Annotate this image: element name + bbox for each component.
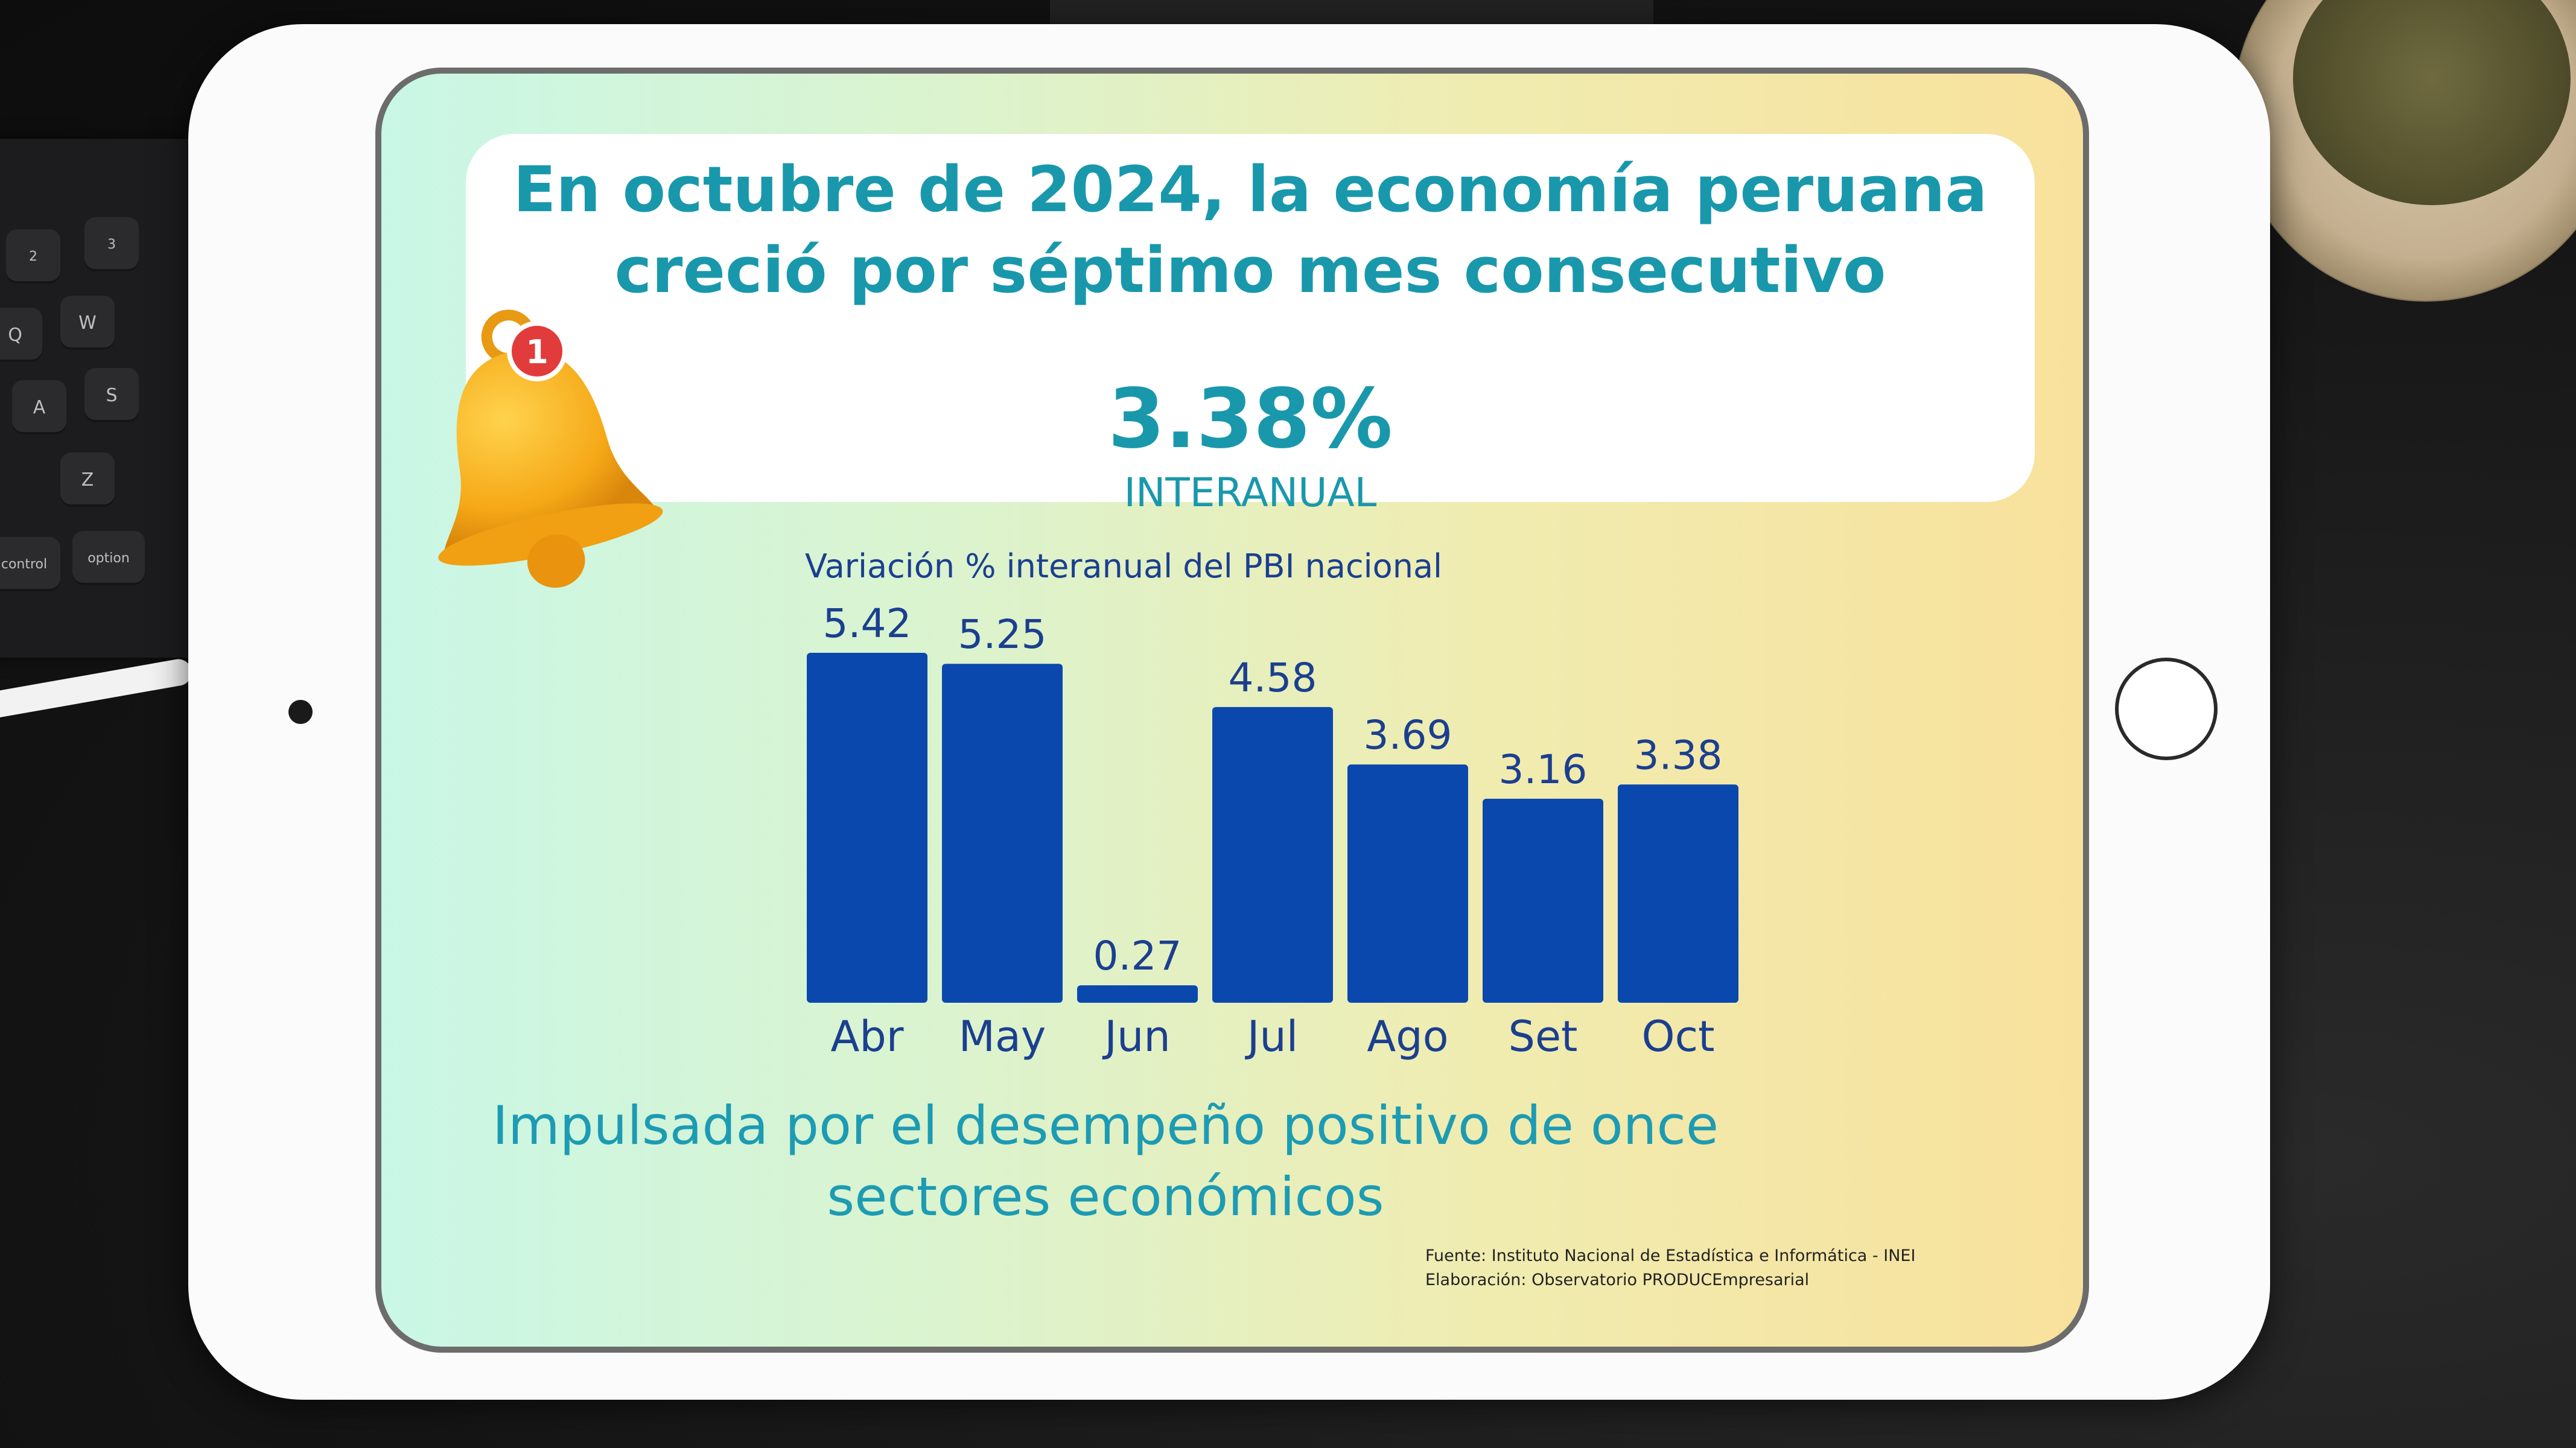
summary-line-2: sectores económicos [827, 1166, 1384, 1228]
credit-line: Elaboración: Observatorio PRODUCEmpresar… [1425, 1271, 1810, 1289]
notification-badge-count: 1 [526, 333, 549, 371]
category-label-jul: Jul [1245, 1012, 1298, 1061]
headline-value: 3.38% [1108, 372, 1393, 467]
key-q: Q [0, 308, 42, 362]
key-a: A [12, 380, 66, 434]
camera-icon [288, 700, 313, 724]
notification-badge [507, 321, 567, 381]
headline-line-2: creció por séptimo mes consecutivo [614, 233, 1886, 307]
home-button[interactable] [2115, 658, 2218, 760]
summary-line-1: Impulsada por el desempeño positivo de o… [492, 1094, 1719, 1157]
key-2: 2 [6, 229, 60, 284]
tablet-screen: En octubre de 2024, la economía peruana … [375, 68, 2089, 1353]
bar-jun [1077, 985, 1198, 1003]
bar-may [942, 664, 1063, 1003]
source-line: Fuente: Instituto Nacional de Estadístic… [1425, 1246, 1916, 1265]
key-z: Z [60, 453, 115, 507]
cactus-plant [2293, 0, 2571, 205]
summary-text: Impulsada por el desempeño positivo de o… [381, 1090, 1830, 1233]
headline-title: En octubre de 2024, la economía peruana … [466, 149, 2035, 311]
chart-title: Variación % interanual del PBI nacional [804, 547, 1443, 585]
value-label-jun: 0.27 [1093, 933, 1182, 979]
headline-card: En octubre de 2024, la economía peruana … [466, 134, 2035, 514]
value-label-ago: 3.69 [1364, 712, 1452, 758]
bar-ago [1347, 764, 1468, 1003]
headline-line-1: En octubre de 2024, la economía peruana [513, 153, 1988, 226]
source-note: Fuente: Instituto Nacional de Estadístic… [1425, 1244, 1915, 1292]
key-3: 3 [84, 217, 139, 272]
category-label-may: May [959, 1012, 1046, 1061]
category-label-jun: Jun [1102, 1012, 1170, 1061]
key-w: W [60, 296, 115, 350]
category-label-oct: Oct [1641, 1012, 1714, 1061]
value-label-may: 5.25 [958, 611, 1047, 658]
key-control: control [0, 537, 60, 591]
value-label-jul: 4.58 [1229, 655, 1317, 701]
category-label-abr: Abr [830, 1012, 903, 1061]
value-label-set: 3.16 [1499, 746, 1588, 793]
category-label-ago: Ago [1367, 1012, 1448, 1061]
category-label-set: Set [1509, 1012, 1578, 1061]
bar-set [1483, 798, 1603, 1003]
notification-bell-icon: 1 [438, 310, 663, 588]
bar-oct [1618, 784, 1738, 1003]
bar-abr [807, 653, 927, 1003]
value-label-abr: 5.42 [823, 600, 912, 647]
key-option: option [72, 531, 145, 585]
bar-jul [1212, 707, 1333, 1003]
headline-unit: INTERANUAL [1124, 469, 1377, 516]
key-s: S [84, 368, 139, 422]
bar-chart: 5.42 Abr 5.25 May 0.27 Jun 4.58 Jul 3.69 Ago 3.16 S… [807, 600, 1738, 1061]
value-label-oct: 3.38 [1634, 732, 1723, 778]
